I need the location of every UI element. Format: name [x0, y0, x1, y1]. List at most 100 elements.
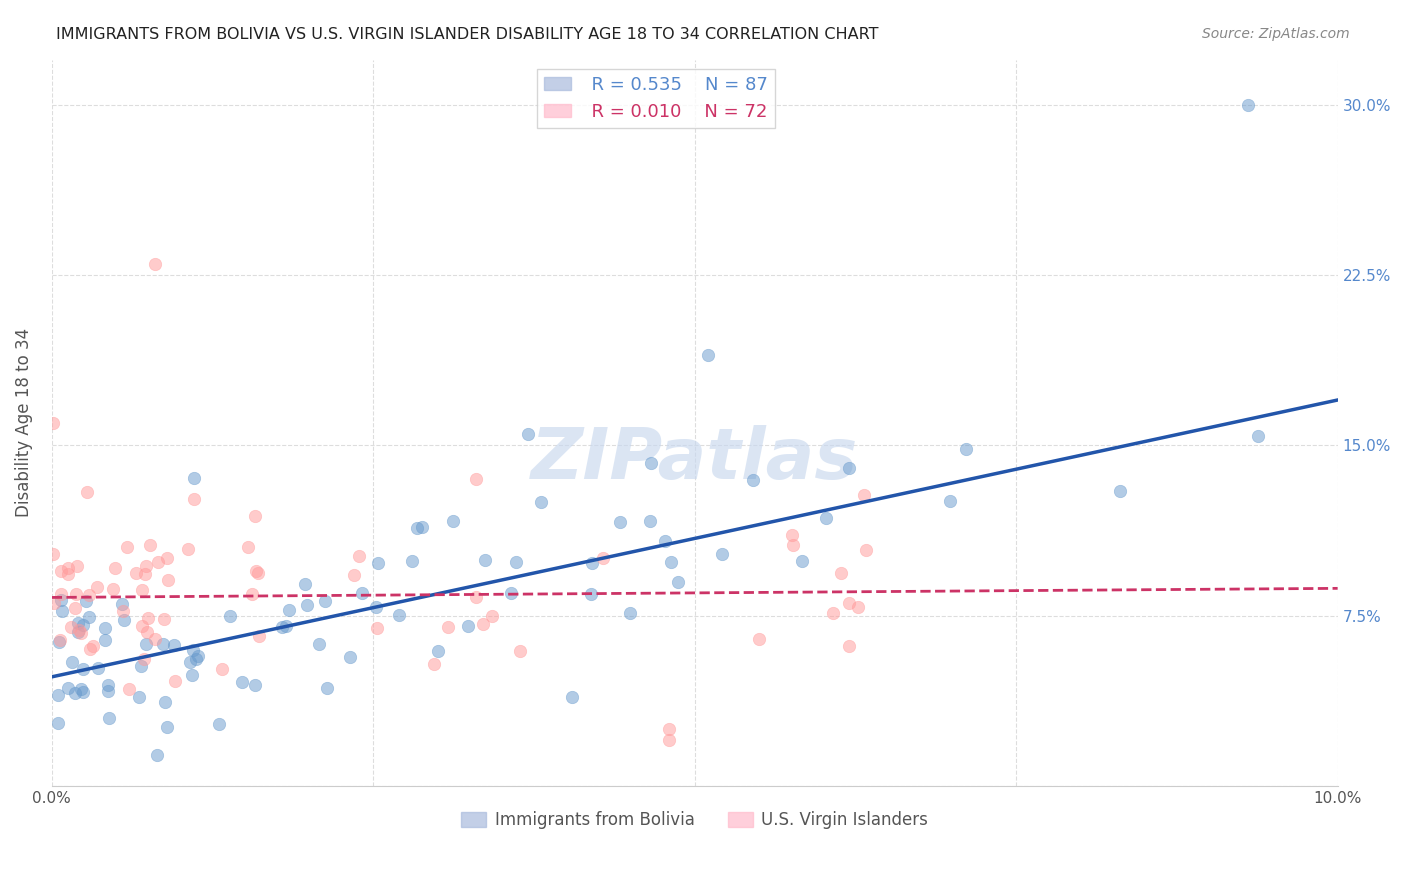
Point	[640, 456, 662, 470]
Point	[748, 632, 770, 646]
Point	[155, 720, 177, 734]
Point	[666, 575, 689, 590]
Point	[139, 538, 162, 552]
Point	[780, 527, 803, 541]
Point	[247, 629, 270, 643]
Point	[48, 634, 70, 648]
Point	[339, 649, 361, 664]
Point	[112, 613, 135, 627]
Point	[97, 684, 120, 698]
Point	[411, 520, 433, 534]
Point	[516, 427, 538, 442]
Point	[128, 690, 150, 705]
Point	[94, 621, 117, 635]
Point	[427, 644, 450, 658]
Point	[76, 485, 98, 500]
Point	[153, 695, 176, 709]
Point	[955, 442, 977, 456]
Point	[51, 604, 73, 618]
Point	[658, 722, 681, 736]
Text: ZIPatlas: ZIPatlas	[531, 425, 859, 493]
Point	[135, 558, 157, 573]
Point	[240, 587, 263, 601]
Point	[347, 549, 370, 563]
Point	[77, 610, 100, 624]
Point	[153, 612, 176, 626]
Point	[423, 657, 446, 671]
Point	[181, 643, 204, 657]
Point	[401, 554, 423, 568]
Point	[821, 607, 844, 621]
Point	[183, 492, 205, 507]
Point	[42, 416, 65, 430]
Point	[855, 543, 877, 558]
Point	[69, 623, 91, 637]
Point	[117, 541, 139, 555]
Point	[131, 582, 153, 597]
Point	[592, 551, 614, 566]
Point	[366, 600, 388, 615]
Point	[136, 611, 159, 625]
Point	[152, 637, 174, 651]
Point	[405, 521, 427, 535]
Point	[60, 620, 83, 634]
Point	[77, 588, 100, 602]
Point	[710, 547, 733, 561]
Point	[815, 511, 838, 525]
Point	[79, 642, 101, 657]
Point	[471, 617, 494, 632]
Point	[72, 684, 94, 698]
Point	[579, 587, 602, 601]
Point	[63, 601, 86, 615]
Y-axis label: Disability Age 18 to 34: Disability Age 18 to 34	[15, 328, 32, 517]
Point	[581, 557, 603, 571]
Point	[342, 568, 364, 582]
Point	[135, 637, 157, 651]
Point	[65, 586, 87, 600]
Point	[366, 621, 388, 635]
Point	[66, 559, 89, 574]
Point	[1236, 98, 1258, 112]
Point	[499, 585, 522, 599]
Point	[939, 494, 962, 508]
Point	[97, 677, 120, 691]
Point	[135, 624, 157, 639]
Point	[129, 658, 152, 673]
Point	[56, 566, 79, 581]
Point	[125, 566, 148, 581]
Point	[308, 637, 330, 651]
Point	[56, 681, 79, 695]
Point	[316, 681, 339, 696]
Point	[465, 590, 488, 604]
Point	[69, 681, 91, 696]
Point	[437, 620, 460, 634]
Point	[505, 555, 527, 569]
Point	[838, 640, 860, 654]
Point	[236, 540, 259, 554]
Point	[181, 668, 204, 682]
Point	[49, 587, 72, 601]
Point	[278, 603, 301, 617]
Point	[156, 550, 179, 565]
Point	[271, 620, 294, 634]
Point	[72, 618, 94, 632]
Point	[87, 661, 110, 675]
Point	[187, 648, 209, 663]
Point	[790, 554, 813, 568]
Point	[853, 488, 876, 502]
Point	[838, 461, 860, 475]
Text: Source: ZipAtlas.com: Source: ZipAtlas.com	[1202, 27, 1350, 41]
Point	[509, 644, 531, 658]
Point	[184, 651, 207, 665]
Point	[42, 596, 65, 610]
Point	[274, 619, 297, 633]
Point	[111, 597, 134, 611]
Point	[143, 257, 166, 271]
Point	[211, 662, 233, 676]
Point	[619, 607, 641, 621]
Point	[659, 555, 682, 569]
Point	[246, 566, 269, 580]
Point	[118, 681, 141, 696]
Point	[561, 690, 583, 705]
Point	[72, 662, 94, 676]
